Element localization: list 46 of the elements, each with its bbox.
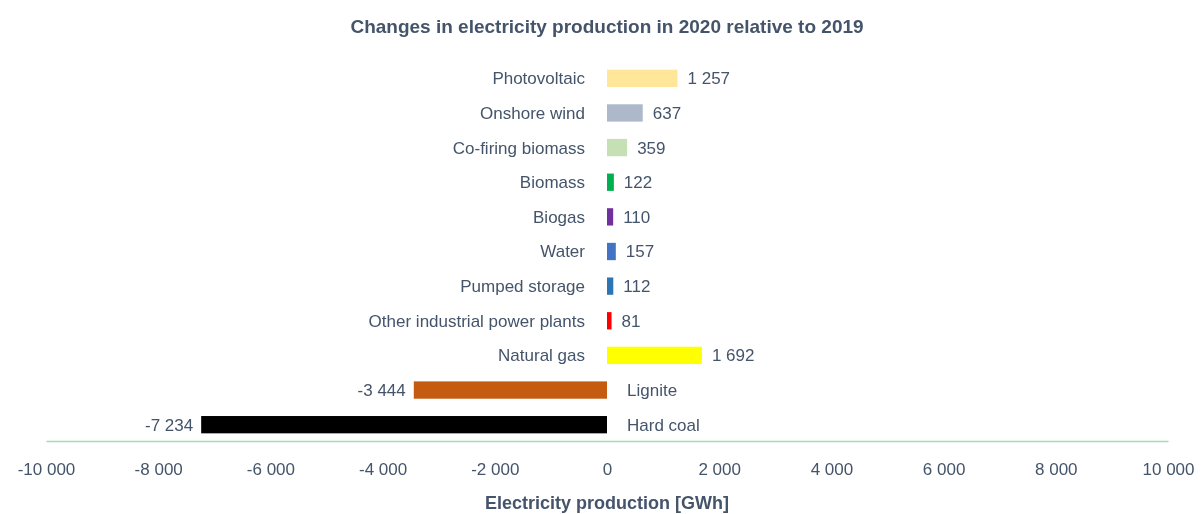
y-tick-label: Biomass (519, 173, 585, 193)
data-label: 81 (621, 311, 641, 331)
x-tick-label: -8 000 (134, 460, 183, 480)
data-label: 637 (652, 103, 682, 123)
bar (607, 104, 643, 122)
bar (607, 173, 614, 191)
bar (607, 242, 616, 261)
x-tick-label: -2 000 (471, 460, 520, 480)
y-tick-label: Natural gas (498, 346, 585, 366)
x-tick-label: 4 000 (810, 460, 854, 480)
y-tick-label: Biogas (533, 207, 585, 227)
y-tick-label: Water (540, 242, 586, 262)
y-tick-label: Onshore wind (480, 103, 585, 123)
y-tick-label: Hard coal (627, 415, 700, 435)
x-tick-label: 0 (602, 460, 613, 480)
data-label: 157 (625, 242, 655, 262)
x-tick-label: 6 000 (922, 460, 966, 480)
bar (607, 312, 612, 330)
bar (607, 277, 614, 295)
x-axis-title: Electricity production [GWh] (484, 493, 730, 513)
x-tick-label: 8 000 (1035, 460, 1078, 480)
data-label: 359 (637, 138, 666, 158)
x-tick-label: 2 000 (698, 460, 741, 480)
bar (201, 416, 607, 434)
y-tick-label: Photovoltaic (492, 69, 586, 89)
y-tick-label: Co-firing biomass (452, 138, 585, 158)
data-label: 110 (623, 207, 651, 227)
data-label: 122 (623, 173, 653, 193)
data-label: -3 444 (357, 381, 406, 400)
chart-title: Changes in electricity production in 2020 relative to 2019 (350, 16, 864, 37)
data-label: 1 692 (711, 346, 755, 366)
bar (413, 381, 607, 399)
data-label: -7 234 (144, 415, 194, 435)
y-tick-label: Other industrial power plants (368, 311, 585, 331)
y-tick-label: Lignite (627, 381, 678, 400)
x-tick-label: -6 000 (246, 460, 295, 480)
data-label: 112 (623, 277, 651, 297)
x-tick-label: 10 000 (1142, 460, 1195, 480)
data-label: 1 257 (687, 69, 731, 89)
bar (607, 346, 702, 365)
x-tick-label: -10 000 (17, 460, 76, 480)
y-tick-label: Pumped storage (460, 277, 585, 297)
bar (607, 208, 614, 226)
bar (607, 138, 628, 157)
x-tick-label: -4 000 (359, 460, 408, 480)
bar (607, 69, 678, 87)
